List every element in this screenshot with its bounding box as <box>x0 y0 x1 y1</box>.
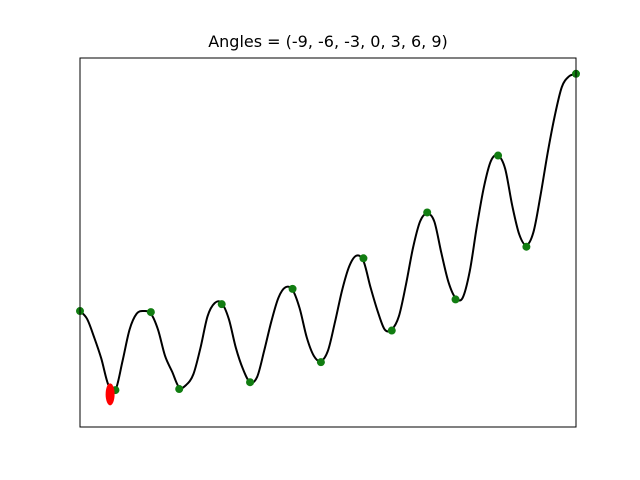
chart-title: Angles = (-9, -6, -3, 0, 3, 6, 9) <box>208 32 448 51</box>
series-line-0 <box>79 72 577 393</box>
data-point-13 <box>522 242 531 251</box>
highlight-point-0 <box>105 383 115 406</box>
data-point-9 <box>387 326 396 335</box>
data-point-2 <box>146 308 155 317</box>
data-point-8 <box>359 254 368 263</box>
series-layer <box>76 69 580 406</box>
data-point-7 <box>316 358 325 367</box>
data-point-11 <box>451 295 460 304</box>
data-point-4 <box>217 300 226 309</box>
data-point-10 <box>423 208 432 217</box>
data-point-6 <box>288 284 297 293</box>
data-point-12 <box>494 151 503 160</box>
data-point-3 <box>175 385 184 394</box>
axes-frame <box>79 57 577 428</box>
data-point-5 <box>246 378 255 387</box>
